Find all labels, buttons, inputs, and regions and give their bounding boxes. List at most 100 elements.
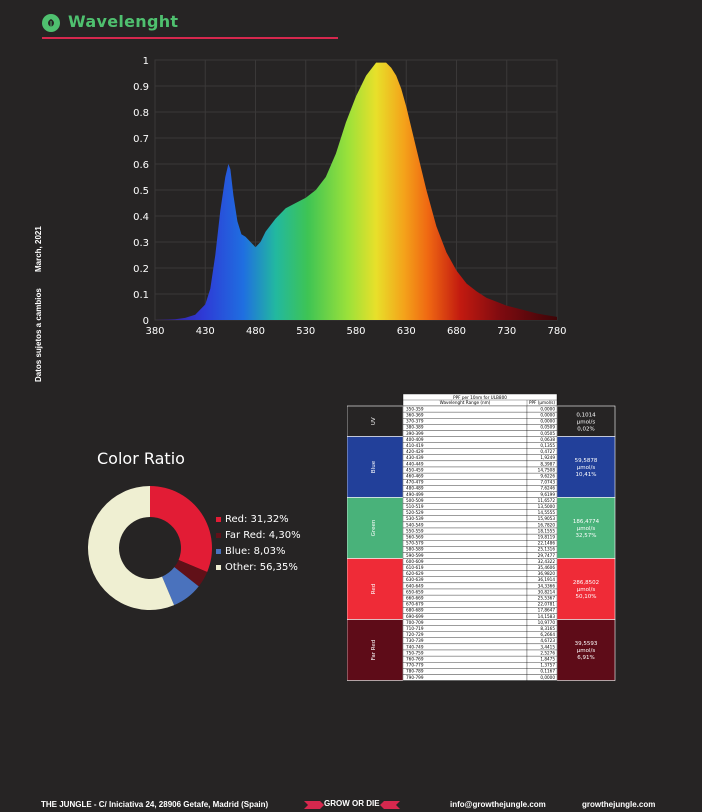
group-total: 0,1014 — [576, 412, 596, 418]
x-tick-label: 680 — [447, 326, 466, 337]
ppf-cell: 8,3987 — [540, 461, 555, 466]
ppf-cell: 15,9053 — [538, 516, 556, 521]
group-name: Red — [371, 584, 377, 594]
ppf-cell: 9,6199 — [540, 492, 555, 497]
ppf-cell: 16,7820 — [538, 522, 556, 527]
ppf-cell: 1,3757 — [540, 663, 555, 668]
group-label-cell — [347, 436, 404, 498]
legend-far-red-label: Far Red: 4,30% — [225, 530, 301, 541]
leaf-logo-icon — [42, 14, 60, 32]
range-cell: 770-779 — [406, 663, 424, 668]
y-tick-label: 1 — [143, 56, 149, 67]
group-total: 59,5878 — [575, 458, 598, 464]
ppf-cell: 36,1914 — [538, 577, 556, 582]
legend-other: Other: 56,35% — [216, 562, 298, 573]
ppf-cell: 4,6723 — [540, 638, 555, 643]
group-total: 186,4774 — [573, 519, 600, 525]
y-tick-label: 0.5 — [133, 186, 149, 197]
ppf-cell: 22,0781 — [538, 602, 556, 607]
other-swatch — [216, 565, 221, 570]
ppf-cell: 14,5555 — [538, 510, 556, 515]
range-cell: 390-399 — [406, 431, 424, 436]
ppf-cell: 1,9249 — [540, 455, 555, 460]
group-total: µmol/s — [577, 465, 596, 471]
y-tick-label: 0.9 — [133, 82, 149, 93]
range-cell: 470-479 — [406, 480, 424, 485]
range-cell: 570-579 — [406, 541, 424, 546]
y-tick-label: 0.3 — [133, 238, 149, 249]
spectrum-area — [155, 62, 557, 320]
group-total-cell — [556, 436, 616, 498]
x-tick-label: 530 — [296, 326, 315, 337]
group-total: µmol/s — [577, 419, 596, 425]
ppf-cell: 2,5276 — [540, 650, 555, 655]
group-total: µmol/s — [577, 526, 596, 532]
disclaimer-label: Datos sujetos a cambios — [34, 288, 43, 382]
ppf-cell: 30,8214 — [538, 589, 556, 594]
range-cell: 660-669 — [406, 596, 424, 601]
far-red-swatch — [216, 533, 221, 538]
ppf-cell: 35,4606 — [538, 565, 556, 570]
ppf-cell: 18,1555 — [538, 528, 556, 533]
column-header: Wavelenght Range (nm) — [440, 400, 491, 405]
range-cell: 540-549 — [406, 522, 424, 527]
ppf-cell: 6,2664 — [540, 632, 555, 637]
ppf-cell: 1,8475 — [540, 657, 555, 662]
x-tick-label: 780 — [547, 326, 566, 337]
color-ratio-donut — [87, 486, 212, 610]
legend-blue-label: Blue: 8,03% — [225, 546, 286, 557]
ppf-cell: 0,1167 — [540, 669, 555, 674]
range-cell: 550-559 — [406, 528, 424, 533]
page-header: Wavelenght — [42, 10, 338, 42]
group-total: 6,91% — [577, 655, 594, 661]
range-cell: 400-409 — [406, 437, 424, 442]
group-total: µmol/s — [577, 648, 596, 654]
red-swatch — [216, 517, 221, 522]
ppf-cell: 0,1355 — [540, 443, 555, 448]
legend-red: Red: 31,32% — [216, 514, 289, 525]
ppf-cell: 7,6246 — [540, 486, 555, 491]
ppf-cell: 3,4415 — [540, 644, 555, 649]
x-tick-label: 630 — [397, 326, 416, 337]
group-name: Blue — [371, 460, 377, 473]
ppf-cell: 17,8647 — [538, 608, 556, 613]
ppf-cell: 14,1583 — [538, 614, 556, 619]
ppf-cell: 7,0743 — [540, 480, 555, 485]
ppf-cell: 14,7508 — [538, 467, 556, 472]
group-total: µmol/s — [577, 587, 596, 593]
range-cell: 480-489 — [406, 486, 424, 491]
ppf-cell: 22,1486 — [538, 541, 556, 546]
footer-email[interactable]: info@growthejungle.com — [450, 800, 546, 809]
range-cell: 760-769 — [406, 657, 424, 662]
x-tick-label: 730 — [497, 326, 516, 337]
range-cell: 520-529 — [406, 510, 424, 515]
x-tick-label: 480 — [246, 326, 265, 337]
ppf-cell: 0,0000 — [540, 413, 555, 418]
y-tick-label: 0.4 — [133, 212, 149, 223]
ppf-cell: 0,0505 — [540, 431, 555, 436]
y-tick-label: 0.1 — [133, 290, 149, 301]
range-cell: 650-659 — [406, 589, 424, 594]
range-cell: 600-609 — [406, 559, 424, 564]
range-cell: 710-719 — [406, 626, 424, 631]
table-title: PPF per 10nm for ULB800 — [453, 395, 507, 400]
ppf-cell: 0,0000 — [540, 419, 555, 424]
ppf-cell: 29,7477 — [538, 553, 556, 558]
y-tick-label: 0.2 — [133, 264, 149, 275]
group-label-cell — [347, 497, 404, 559]
range-cell: 620-629 — [406, 571, 424, 576]
y-tick-label: 0.8 — [133, 108, 149, 119]
range-cell: 510-519 — [406, 504, 424, 509]
range-cell: 740-749 — [406, 644, 424, 649]
range-cell: 560-569 — [406, 535, 424, 540]
legend-red-label: Red: 31,32% — [225, 514, 289, 525]
ppf-cell: 25,1316 — [538, 547, 556, 552]
group-total: 286,8502 — [573, 580, 599, 586]
ppf-cell: 13,5000 — [538, 504, 556, 509]
spectrum-chart: 380 430 480 530 580 630 680 730 780 0 0.1 0.2 0.3 0.… — [133, 56, 566, 337]
y-tick-label: 0.7 — [133, 134, 149, 145]
range-cell: 580-589 — [406, 547, 424, 552]
footer-website[interactable]: growthejungle.com — [582, 800, 656, 809]
range-cell: 590-599 — [406, 553, 424, 558]
donut-slice-red — [150, 486, 212, 572]
